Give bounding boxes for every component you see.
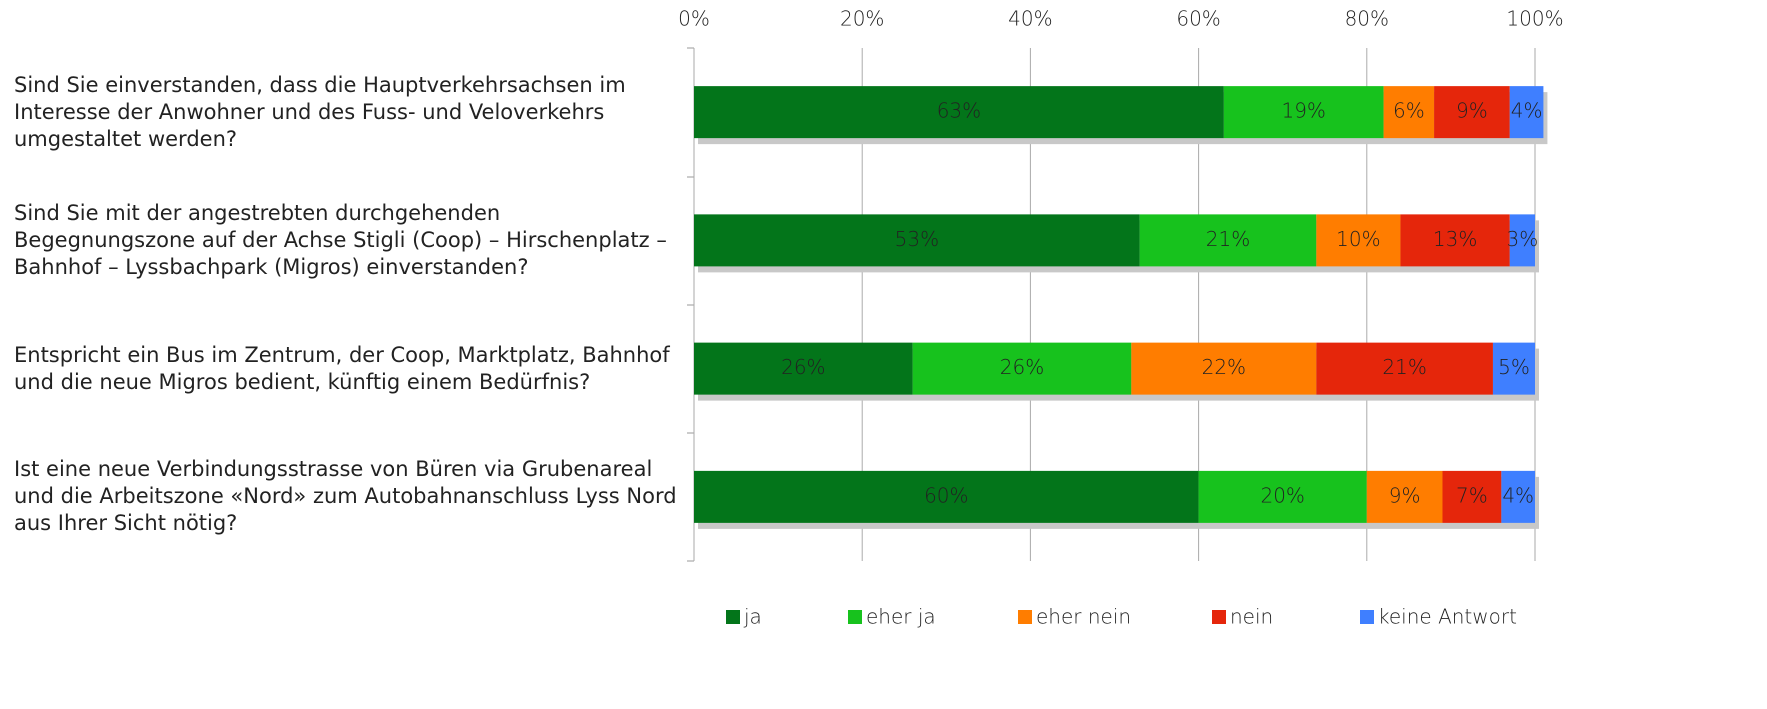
legend-swatch [1018,610,1032,624]
category-separators [687,47,694,562]
bar-segment [1434,86,1510,139]
bar-segment [1383,86,1435,139]
data-label: 60% [924,483,968,507]
data-label: 19% [1281,99,1325,123]
x-tick-label: 60% [1176,7,1220,31]
data-label: 9% [1389,483,1421,507]
legend-label: ja [743,605,762,629]
bar-segment [694,86,1224,139]
bar-segment [1316,214,1401,267]
data-label: 6% [1393,99,1425,123]
data-label: 26% [781,355,825,379]
bar-segment [1492,342,1535,395]
bar-segment [1509,86,1544,139]
data-label: 13% [1433,227,1477,251]
data-label: 20% [1260,483,1304,507]
legend-label: nein [1230,605,1273,629]
legend-label: eher ja [866,605,936,629]
bar-segment [1501,470,1535,523]
category-label: Sind Sie einverstanden, dass die Hauptve… [14,72,626,151]
data-label: 9% [1456,99,1488,123]
bar-segment [1509,214,1535,267]
legend-swatch [848,610,862,624]
data-label: 5% [1498,355,1530,379]
bar-segment [694,470,1199,523]
data-label: 53% [895,227,939,251]
bar-segment [1139,214,1317,267]
bar-segment [694,214,1140,267]
bar-segment [1198,470,1367,523]
data-label: 22% [1202,355,1246,379]
data-label: 63% [937,99,981,123]
bar-segment [1316,342,1493,395]
x-tick-label: 40% [1008,7,1052,31]
bar-segment [1131,342,1317,395]
bar-segment [1366,470,1443,523]
x-tick-label: 20% [840,7,884,31]
x-tick-label: 80% [1345,7,1389,31]
data-label: 21% [1206,227,1250,251]
data-label: 26% [1000,355,1044,379]
data-label: 21% [1382,355,1426,379]
bar-segment [1442,470,1502,523]
bar-segment [1400,214,1510,267]
legend-swatch [726,610,740,624]
bar-segment [912,342,1132,395]
bar-segment [1223,86,1384,139]
data-label: 7% [1456,483,1488,507]
data-label: 3% [1507,227,1539,251]
x-tick-label: 100% [1506,7,1563,31]
data-label: 10% [1336,227,1380,251]
x-tick-label: 0% [678,7,710,31]
category-label: Ist eine neue Verbindungsstrasse von Bür… [14,457,677,536]
legend-swatch [1360,610,1374,624]
category-label: Entspricht ein Bus im Zentrum, der Coop,… [14,342,670,394]
data-label: 4% [1511,99,1543,123]
legend-swatch [1212,610,1226,624]
legend-label: eher nein [1036,605,1131,629]
legend-label: keine Antwort [1378,605,1517,629]
bar-segment [694,342,913,395]
category-label: Sind Sie mit der angestrebten durchgehen… [14,200,667,279]
data-label: 4% [1502,483,1534,507]
